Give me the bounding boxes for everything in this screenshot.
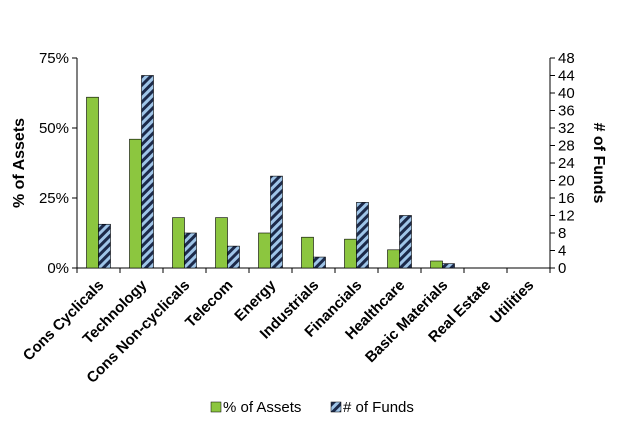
bar-funds	[399, 215, 412, 269]
bar-assets	[344, 238, 357, 269]
bar-funds	[442, 263, 455, 269]
right-axis-title: # of Funds	[590, 123, 607, 204]
right-tick-label: 24	[558, 155, 575, 172]
right-tick-label: 48	[558, 50, 575, 67]
legend-swatch-funds	[330, 401, 342, 413]
bar-funds	[356, 202, 369, 269]
bar-assets	[301, 236, 314, 269]
right-tick-label: 36	[558, 103, 575, 120]
bar-funds	[313, 256, 326, 269]
legend-label-assets: % of Assets	[223, 399, 301, 416]
bar-funds	[227, 245, 240, 269]
right-tick-label: 32	[558, 120, 575, 137]
right-tick-label: 12	[558, 208, 575, 225]
right-tick-label: 8	[558, 225, 566, 242]
left-tick-label: 25%	[39, 190, 69, 207]
right-tick-label: 28	[558, 138, 575, 155]
bar-funds	[270, 175, 283, 269]
bars-group	[86, 75, 455, 269]
bar-assets	[387, 249, 400, 269]
right-tick-label: 44	[558, 68, 575, 85]
left-tick-label: 50%	[39, 120, 69, 137]
bar-assets	[430, 260, 443, 269]
legend: % of Assets # of Funds	[210, 399, 414, 416]
left-tick-label: 0%	[47, 260, 69, 277]
bar-assets	[172, 217, 185, 269]
bar-funds	[98, 223, 111, 269]
legend-swatch-assets	[210, 401, 222, 413]
right-tick-label: 0	[558, 260, 566, 277]
right-tick-label: 16	[558, 190, 575, 207]
bar-assets	[86, 96, 99, 269]
right-tick-label: 20	[558, 173, 575, 190]
right-tick-label: 4	[558, 243, 566, 260]
right-tick-label: 40	[558, 85, 575, 102]
bar-assets	[215, 217, 228, 269]
bar-funds	[141, 75, 154, 269]
left-axis-title: % of Assets	[11, 118, 28, 208]
left-tick-label: 75%	[39, 50, 69, 67]
bar-funds	[184, 232, 197, 269]
category-label: Utilities	[487, 277, 537, 327]
legend-label-funds: # of Funds	[343, 399, 414, 416]
bar-assets	[129, 138, 142, 269]
category-label: Telecom	[182, 277, 236, 331]
bar-assets	[258, 232, 271, 269]
